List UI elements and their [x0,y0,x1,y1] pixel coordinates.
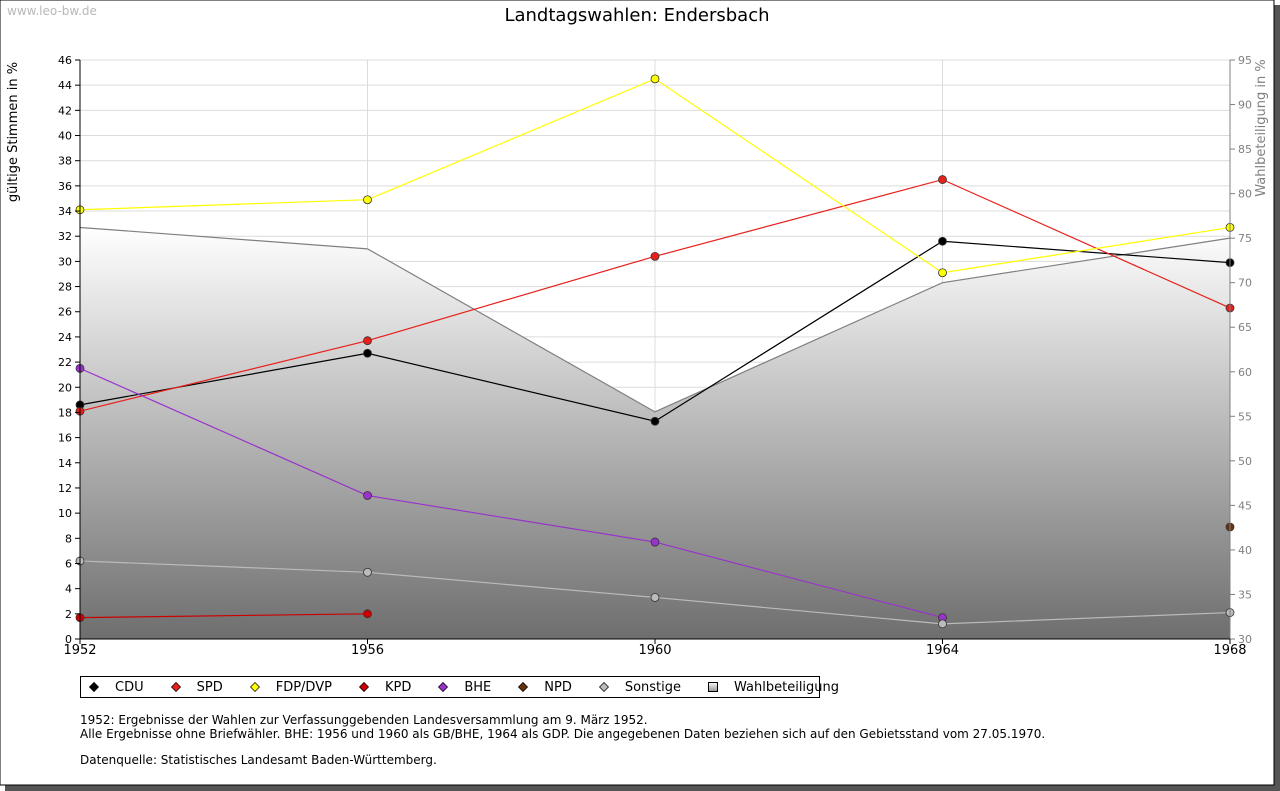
watermark: www.leo-bw.de [7,4,97,18]
x-tick-label: 1968 [1213,643,1246,658]
y-tick-label: 2 [65,608,72,621]
y-tick-label: 0 [65,633,72,646]
legend-item-wahlbeteiligung: Wahlbeteiligung [708,680,839,695]
legend-marker-spd [170,682,181,692]
chart-title: Landtagswahlen: Endersbach [504,5,769,26]
y-tick-label: 26 [58,306,72,319]
x-tick-label: 1964 [926,643,959,658]
legend-marker-sonstige [598,682,609,692]
legend-label: CDU [115,679,144,695]
y-tick-label: 36 [58,180,72,193]
y2-tick-label: 55 [1238,410,1252,423]
y-tick-label: 6 [65,557,72,570]
legend-label: Wahlbeteiligung [734,679,840,695]
y-tick-label: 8 [65,532,72,545]
y-tick-label: 30 [58,255,72,268]
y-tick-label: 24 [58,331,72,344]
point-cdu [938,236,947,246]
point-spd [650,251,660,261]
point-spd [938,175,947,184]
turnout-area [79,226,1231,640]
note-line-1: 1952: Ergebnisse der Wahlen zur Verfassu… [80,713,648,727]
y2-tick-label: 40 [1238,544,1252,557]
line-wahlbeteiligung [79,226,1231,413]
y2-tick-label: 35 [1238,588,1252,601]
point-spd [363,336,372,346]
legend-item-bhe: BHE [438,680,491,695]
line-kpd [79,613,368,619]
y-tick-label: 10 [58,507,72,520]
legend-label: FDP/DVP [275,679,332,695]
y2-tick-label: 70 [1238,277,1252,290]
y-tick-label: 14 [58,457,72,470]
x-tick-label: 1960 [638,643,671,658]
y-tick-label: 38 [58,155,72,168]
point-bhe [650,537,660,547]
point-sonstige [650,593,660,602]
point-fdp-dvp [938,268,947,278]
y2-tick-label: 45 [1238,499,1252,512]
x-tick-label: 1956 [351,643,384,658]
y-tick-label: 32 [58,230,72,243]
point-bhe [363,491,372,500]
legend-label: BHE [464,679,492,695]
point-fdp-dvp [650,74,660,84]
legend-item-cdu: CDU [89,680,144,695]
note-line-2: Alle Ergebnisse ohne Briefwähler. BHE: 1… [80,727,1046,741]
legend-marker-fdp [249,682,260,692]
point-sonstige [363,567,372,577]
y-tick-label: 12 [58,482,72,495]
y2-tick-label: 75 [1238,232,1252,245]
point-kpd [363,609,372,619]
legend-marker-kpd [359,682,369,692]
y-axis-label: gültige Stimmen in % [6,62,21,202]
y-tick-label: 34 [58,205,72,218]
y2-tick-label: 80 [1238,188,1252,201]
point-fdp-dvp [363,195,372,205]
legend-label: SPD [196,679,223,695]
data-source: Datenquelle: Statistisches Landesamt Bad… [80,753,437,767]
y-tick-label: 46 [58,54,72,67]
axes: 0246810121416182022242628303234363840424… [58,54,1252,658]
legend-label: KPD [384,679,412,695]
y-tick-label: 44 [58,79,72,92]
legend-marker-bhe [438,682,449,692]
line-bhe [79,367,943,619]
y-tick-label: 20 [58,381,72,394]
legend: CDU SPD FDP/DVP KPD BHE NPD Sonstige Wah… [80,676,839,698]
y2-tick-label: 65 [1238,321,1252,334]
y2-tick-label: 60 [1238,366,1252,379]
legend-marker-npd [518,682,529,692]
y-tick-label: 4 [65,583,72,596]
legend-item-kpd: KPD [359,680,411,695]
y-tick-label: 16 [58,432,72,445]
y2-tick-label: 30 [1238,633,1252,646]
point-cdu [363,348,372,358]
legend-item-npd: NPD [518,680,572,695]
y2-tick-label: 50 [1238,455,1252,468]
y-tick-label: 18 [58,406,72,419]
point-sonstige [938,619,947,629]
y-tick-label: 40 [58,130,72,143]
x-tick-label: 1952 [63,643,96,658]
y2-tick-label: 95 [1238,54,1252,67]
legend-label: Sonstige [624,679,682,695]
point-cdu [650,416,660,426]
y-tick-label: 22 [58,356,72,369]
y2-tick-label: 90 [1238,99,1252,112]
y2-tick-label: 85 [1238,143,1252,156]
legend-marker-cdu [89,682,99,692]
legend-marker-wahlbeteiligung [708,682,719,692]
legend-item-spd: SPD [170,679,223,695]
legend-label: NPD [544,679,572,695]
area-wahlbeteiligung [80,227,1230,640]
legend-item-fdp: FDP/DVP [249,679,332,695]
y-tick-label: 42 [58,104,72,117]
y-tick-label: 28 [58,281,72,294]
legend-item-sonstige: Sonstige [598,679,682,695]
y2-axis-label: Wahlbeteiligung in % [1254,59,1269,196]
